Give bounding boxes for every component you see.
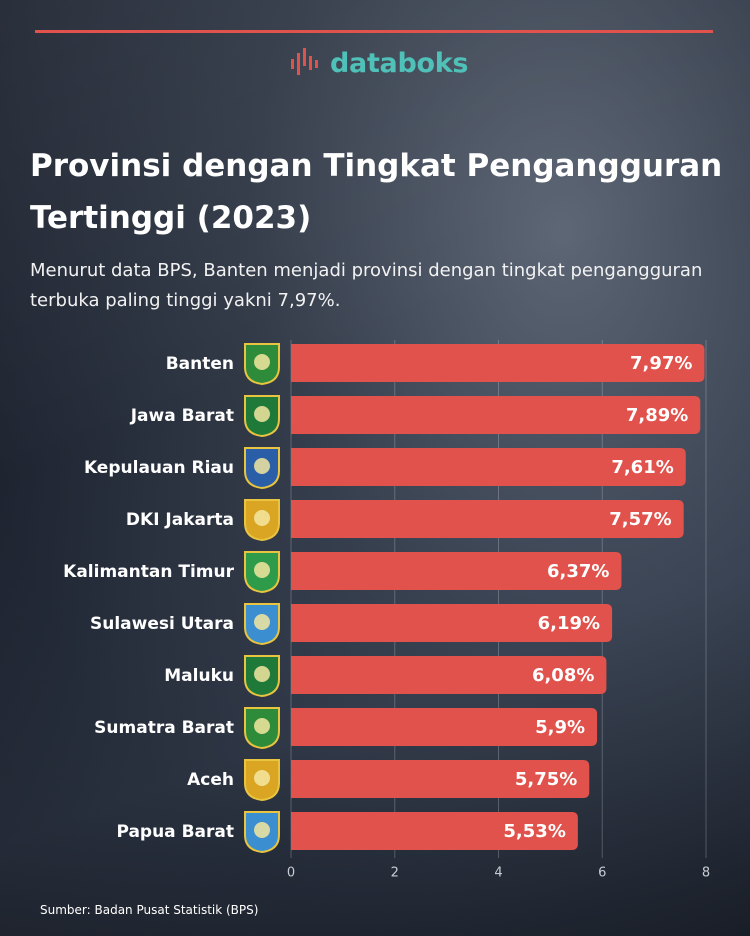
- logo-icon: [291, 48, 318, 75]
- chart-title: Provinsi dengan Tingkat Pengangguran Ter…: [30, 148, 723, 236]
- emblem-detail: [254, 458, 270, 474]
- bar: [291, 708, 598, 746]
- value-label: 5,53%: [503, 821, 565, 842]
- value-label: 6,37%: [547, 561, 609, 582]
- category-label: DKI Jakarta: [126, 510, 234, 530]
- category-label: Sulawesi Utara: [90, 614, 234, 634]
- emblem-detail: [254, 770, 270, 786]
- bar: [291, 500, 684, 538]
- x-tick-label: 6: [598, 866, 606, 881]
- category-label: Maluku: [164, 666, 234, 686]
- value-label: 7,97%: [630, 353, 692, 374]
- value-label: 6,19%: [538, 613, 600, 634]
- value-label: 7,61%: [611, 457, 673, 478]
- x-tick-label: 4: [494, 866, 502, 881]
- category-label: Kepulauan Riau: [84, 458, 234, 478]
- emblem-detail: [254, 406, 270, 422]
- value-label: 5,9%: [535, 717, 585, 738]
- bar: [291, 344, 705, 382]
- x-tick-label: 8: [702, 866, 710, 881]
- bar: [291, 656, 607, 694]
- category-label: Papua Barat: [116, 822, 234, 842]
- emblem-detail: [254, 510, 270, 526]
- emblem-detail: [254, 614, 270, 630]
- logo-text: databoks: [330, 47, 469, 79]
- category-label: Jawa Barat: [130, 406, 234, 426]
- top-rule: [35, 30, 713, 33]
- source-note: Sumber: Badan Pusat Statistik (BPS): [40, 903, 259, 917]
- x-tick-label: 0: [287, 866, 295, 881]
- value-label: 7,89%: [626, 405, 688, 426]
- category-label: Sumatra Barat: [94, 718, 234, 738]
- x-tick-label: 2: [391, 866, 399, 881]
- bar: [291, 552, 622, 590]
- bar: [291, 448, 686, 486]
- emblem-detail: [254, 822, 270, 838]
- emblem-detail: [254, 666, 270, 682]
- bar: [291, 760, 590, 798]
- chart-subtitle: Menurut data BPS, Banten menjadi provins…: [30, 260, 703, 311]
- bar: [291, 604, 613, 642]
- emblem-detail: [254, 354, 270, 370]
- emblem-detail: [254, 718, 270, 734]
- category-label: Banten: [166, 354, 234, 374]
- logo: databoks: [290, 46, 468, 80]
- category-label: Kalimantan Timur: [63, 562, 234, 582]
- value-label: 6,08%: [532, 665, 594, 686]
- value-label: 7,57%: [609, 509, 671, 530]
- emblem-detail: [254, 562, 270, 578]
- bar: [291, 396, 701, 434]
- value-label: 5,75%: [515, 769, 577, 790]
- category-label: Aceh: [187, 770, 234, 790]
- bar: [291, 812, 578, 850]
